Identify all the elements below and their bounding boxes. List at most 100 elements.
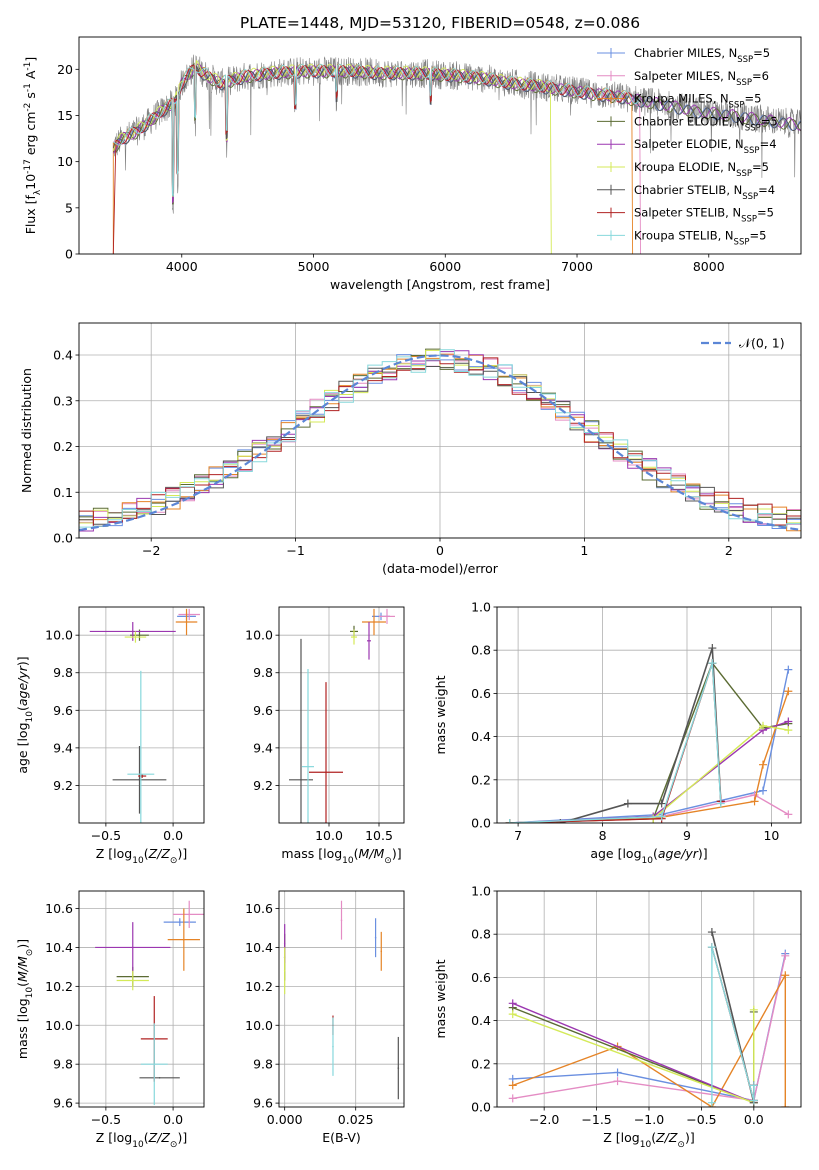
weight-marker-kroupa-stelib	[707, 1098, 716, 1107]
point-kroupa-elodie	[131, 979, 134, 982]
x-axis-label: age [log10​(age/yr)]	[590, 846, 707, 866]
y-axis-label: mass weight	[433, 959, 448, 1038]
y-tick-label: 0.0	[471, 816, 491, 831]
x-axis-label: mass [log10​(M/M⊙​)]	[281, 846, 401, 866]
weight-marker-kroupa-elodie	[749, 1005, 758, 1014]
y-tick-label: 9.4	[253, 740, 273, 755]
axes-frame	[78, 606, 205, 824]
weight-marker-kroupa-miles	[781, 1103, 790, 1107]
axes-frame	[496, 606, 802, 824]
point-chabrier-miles	[374, 936, 377, 939]
y-tick-label: 10	[57, 154, 73, 169]
legend-entry-kroupa-elodie: Kroupa ELODIE, NSSP=5	[634, 160, 769, 179]
y-tick-label: 1.0	[471, 884, 491, 899]
weight-marker-chabrier-stelib	[623, 799, 632, 808]
x-axis-label: Z [log10​(Z/Z⊙​)]	[603, 1130, 694, 1150]
axes-frame	[78, 36, 802, 255]
plot-area	[279, 891, 404, 1107]
weight-marker-kroupa-stelib	[749, 1081, 758, 1090]
y-axis-label: age [log10​(age/yr)]	[15, 656, 35, 773]
y-axis-label: mass [log10​(M/M⊙​)]	[15, 939, 35, 1059]
weight-marker-salpeter-miles	[781, 951, 790, 960]
weight-marker-kroupa-stelib	[708, 659, 717, 668]
x-tick-label: 10	[763, 828, 779, 843]
x-axis-label: E(B-V)	[322, 1130, 361, 1145]
y-tick-label: 9.8	[53, 1057, 73, 1072]
point-salpeter-stelib	[141, 775, 143, 777]
x-tick-label: 5000	[298, 259, 330, 274]
x-axis-label: Z [log10​(Z/Z⊙​)]	[96, 846, 187, 866]
y-tick-label: 0.4	[471, 1013, 491, 1028]
y-tick-label: 9.2	[253, 778, 273, 793]
weight-line-kroupa-stelib	[509, 662, 722, 823]
model-spectrum-kroupa-elodie	[112, 59, 552, 254]
y-tick-label: 9.8	[253, 665, 273, 680]
x-tick-label: 0.000	[267, 1112, 303, 1127]
legend-entry-salpeter-stelib: Salpeter STELIB, NSSP=5	[634, 206, 774, 225]
y-tick-label: 10.6	[245, 901, 273, 916]
y-tick-label: 0.0	[471, 1100, 491, 1115]
weight-marker-chabrier-miles	[613, 1068, 622, 1077]
x-tick-label: 7000	[561, 259, 593, 274]
x-tick-label: −2	[142, 543, 160, 558]
weight-marker-salpeter-miles	[508, 1094, 517, 1103]
y-tick-label: 5	[65, 200, 73, 215]
x-tick-label: 8	[599, 828, 607, 843]
plot-area	[79, 891, 204, 1107]
legend-entry-chabrier-elodie: Chabrier ELODIE, NSSP=5	[634, 114, 778, 133]
x-tick-label: 0.025	[338, 1112, 374, 1127]
y-axis-label: mass weight	[433, 675, 448, 754]
panel-z-vs-weight: −2.0 −1.5 −1.0 −0.5 0.0 0.0 0.2 0.4 0.6 0.8 1.0 Z […	[433, 884, 802, 1150]
weight-marker-chabrier-miles	[759, 786, 767, 795]
y-tick-label: 20	[57, 62, 73, 77]
point-salpeter-elodie	[131, 946, 134, 949]
plot-area	[279, 607, 404, 823]
y-tick-label: 9.8	[53, 665, 73, 680]
legend-entry-normal: 𝒩(0, 1)	[739, 336, 785, 351]
point-kroupa-miles	[373, 621, 375, 623]
x-tick-label: 10.5	[365, 828, 393, 843]
x-tick-label: −2.0	[529, 1112, 559, 1127]
y-tick-label: 0.6	[471, 970, 491, 985]
y-tick-label: 0	[65, 247, 73, 262]
point-salpeter-miles	[340, 919, 343, 921]
weight-marker-kroupa-miles	[750, 797, 759, 806]
axes-frame	[278, 890, 405, 1108]
x-axis-label: Z [log10​(Z/Z⊙​)]	[96, 1130, 187, 1150]
weight-line-kroupa-miles	[512, 972, 786, 1107]
point-kroupa-elodie	[353, 636, 355, 638]
point-kroupa-stelib	[140, 773, 142, 775]
weight-marker-kroupa-miles	[784, 687, 793, 696]
x-tick-label: 6000	[429, 259, 461, 274]
model-spectrum-kroupa-stelib	[113, 63, 641, 198]
point-kroupa-stelib	[307, 765, 309, 768]
weight-line-chabrier-miles	[509, 669, 789, 823]
point-kroupa-elodie	[283, 969, 286, 972]
normal-reference-curve	[79, 354, 799, 532]
x-tick-label: 2	[725, 543, 733, 558]
weight-marker-chabrier-stelib	[657, 799, 666, 808]
weight-marker-salpeter-elodie	[784, 717, 793, 726]
weight-marker-chabrier-stelib	[708, 644, 717, 653]
y-tick-label: 0.2	[471, 772, 491, 787]
weight-marker-chabrier-miles	[784, 665, 793, 674]
weight-marker-kroupa-miles	[781, 971, 790, 980]
weight-marker-kroupa-stelib	[716, 799, 725, 808]
weight-marker-kroupa-miles	[759, 760, 767, 769]
point-chabrier-miles	[179, 921, 181, 923]
x-tick-label: −0.5	[91, 1112, 121, 1127]
weight-line-salpeter-stelib	[509, 662, 722, 823]
x-tick-label: 1	[580, 543, 588, 558]
x-tick-label: 0.0	[744, 1112, 764, 1127]
y-tick-label: 0.2	[53, 439, 73, 454]
panel-spectrum: 4000 5000 6000 7000 8000 0 5 10 15 20 wavelength […	[23, 36, 802, 292]
y-tick-label: 9.6	[53, 1096, 73, 1111]
y-tick-label: 15	[57, 108, 73, 123]
plot-area	[497, 891, 801, 1107]
y-tick-label: 10.0	[245, 1018, 273, 1033]
weight-marker-salpeter-miles	[784, 810, 793, 819]
plot-area	[112, 54, 801, 254]
weight-line-chabrier-stelib	[560, 647, 722, 823]
point-salpeter-miles	[188, 913, 191, 916]
